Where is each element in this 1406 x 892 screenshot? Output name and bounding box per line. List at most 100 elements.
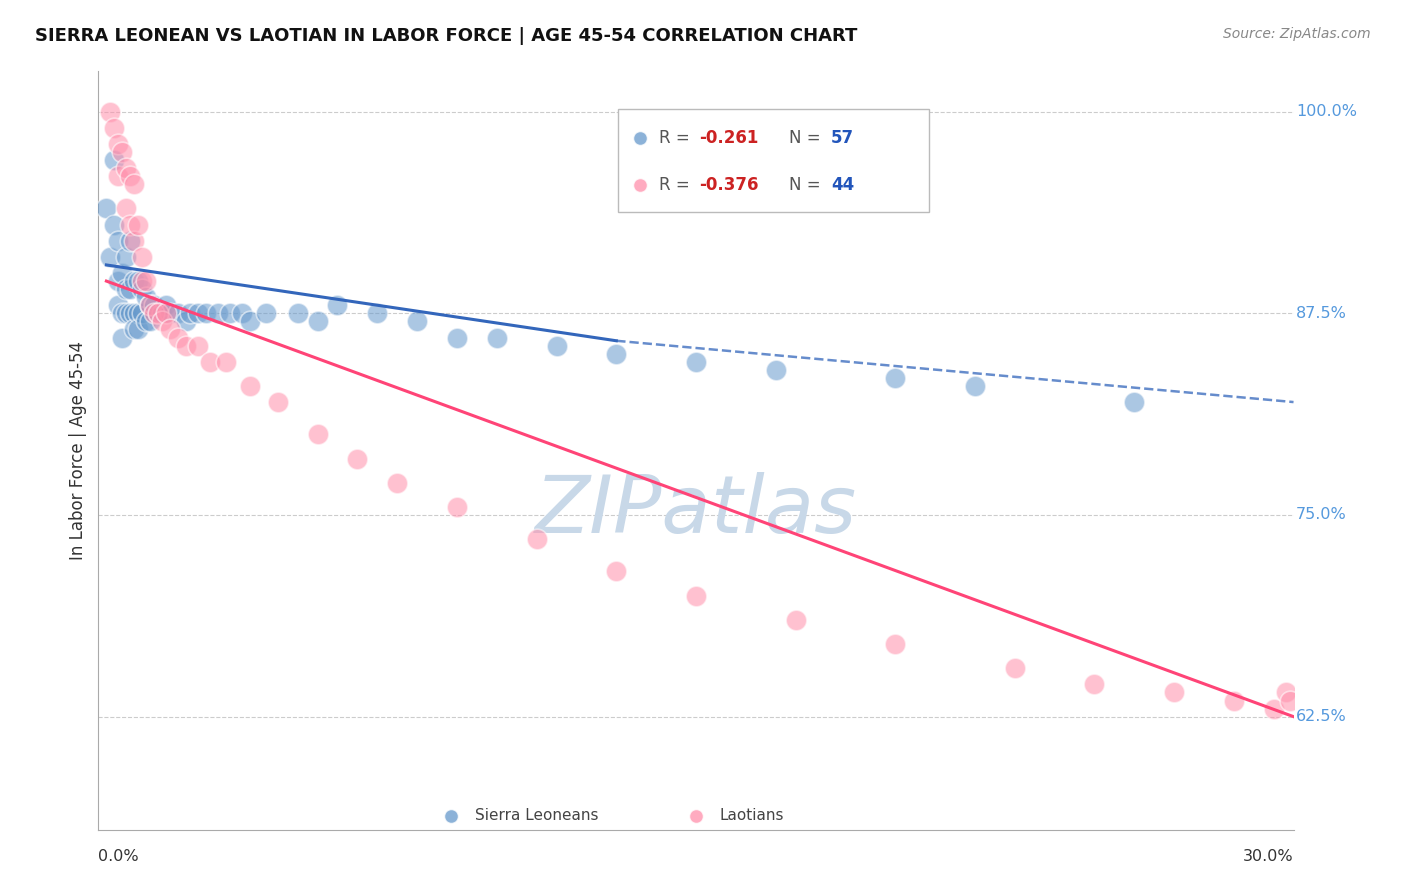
Bar (619, 110, 929, 211)
Point (143, 298, 166, 312)
Point (127, 218, 149, 232)
Text: Source: ZipAtlas.com: Source: ZipAtlas.com (1223, 27, 1371, 41)
Text: R =: R = (659, 176, 695, 194)
Point (135, 290, 157, 304)
Point (159, 306, 181, 320)
Text: Sierra Leoneans: Sierra Leoneans (475, 808, 599, 823)
Point (785, 613, 807, 627)
Point (96, 202, 118, 216)
Text: 75.0%: 75.0% (1296, 508, 1347, 523)
Text: -0.261: -0.261 (700, 129, 759, 147)
Point (131, 250, 153, 264)
Text: 30.0%: 30.0% (1243, 849, 1294, 864)
Point (346, 451, 368, 466)
Point (963, 379, 986, 393)
Point (115, 282, 138, 296)
Point (139, 298, 162, 312)
Point (131, 306, 153, 320)
Text: 87.5%: 87.5% (1296, 306, 1347, 321)
Point (884, 371, 907, 385)
Point (103, 153, 125, 167)
Point (127, 306, 149, 320)
Point (385, 475, 409, 490)
Text: N =: N = (789, 176, 827, 194)
Point (139, 298, 162, 312)
Y-axis label: In Labor Force | Age 45-54: In Labor Force | Age 45-54 (69, 341, 87, 560)
Point (485, 330, 508, 344)
Point (120, 218, 142, 232)
Point (406, 314, 429, 328)
Point (155, 306, 177, 320)
Point (254, 306, 277, 320)
Point (107, 169, 129, 184)
Point (155, 298, 177, 312)
Point (1263, 701, 1285, 715)
Point (135, 314, 157, 328)
Point (98, 104, 122, 119)
Point (239, 379, 262, 393)
Point (167, 306, 190, 320)
Point (111, 145, 134, 159)
Point (148, 306, 170, 320)
Point (605, 565, 627, 579)
Point (135, 274, 157, 288)
Point (685, 355, 707, 369)
Point (546, 338, 568, 352)
Point (107, 298, 129, 312)
Point (1274, 685, 1296, 699)
Point (120, 282, 142, 296)
Point (115, 202, 138, 216)
Point (446, 500, 468, 514)
Point (103, 120, 125, 135)
Point (187, 338, 209, 352)
Point (124, 234, 146, 248)
Point (239, 314, 262, 328)
Point (120, 306, 142, 320)
Point (267, 395, 290, 409)
Point (150, 306, 173, 320)
Text: 57: 57 (831, 129, 853, 147)
Point (1278, 693, 1301, 707)
Point (326, 298, 349, 312)
Point (107, 136, 129, 151)
Text: 62.5%: 62.5% (1296, 709, 1347, 724)
Point (307, 427, 329, 442)
Point (1083, 677, 1105, 691)
Point (131, 282, 153, 296)
Point (115, 161, 138, 176)
Point (115, 250, 138, 264)
Point (139, 314, 162, 328)
Point (174, 338, 197, 352)
Point (148, 306, 170, 320)
Point (765, 363, 787, 377)
Point (195, 306, 218, 320)
Point (120, 234, 142, 248)
Point (187, 306, 209, 320)
Text: 0.0%: 0.0% (98, 849, 139, 864)
Text: N =: N = (789, 129, 827, 147)
Text: R =: R = (659, 129, 695, 147)
Point (98, 250, 122, 264)
Point (215, 355, 238, 369)
Point (446, 330, 468, 344)
Text: ZIPatlas: ZIPatlas (534, 472, 858, 550)
Point (167, 330, 190, 344)
Text: 100.0%: 100.0% (1296, 104, 1357, 120)
Point (526, 532, 548, 546)
Point (150, 314, 173, 328)
Point (1163, 685, 1185, 699)
Point (1223, 693, 1246, 707)
Point (131, 274, 153, 288)
Point (198, 355, 221, 369)
Point (111, 266, 134, 280)
Point (219, 306, 242, 320)
Point (159, 322, 181, 336)
Point (124, 178, 146, 192)
Point (884, 637, 907, 651)
Point (1004, 661, 1026, 675)
Point (111, 330, 134, 344)
Text: 44: 44 (831, 176, 855, 194)
Point (174, 314, 197, 328)
Point (231, 306, 253, 320)
Text: -0.376: -0.376 (700, 176, 759, 194)
